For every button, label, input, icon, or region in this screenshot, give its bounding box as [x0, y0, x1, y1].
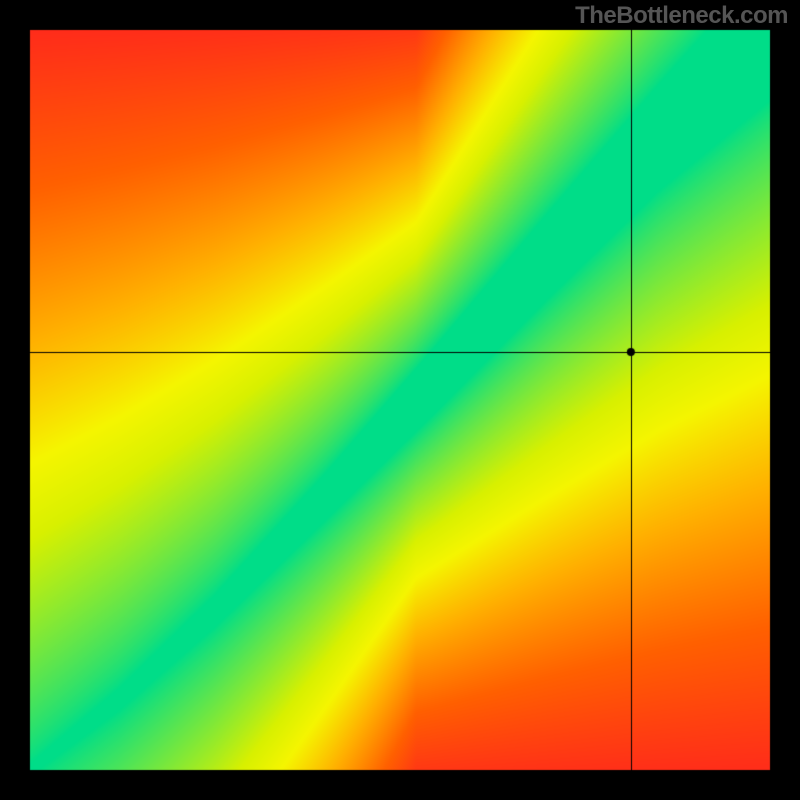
chart-container: TheBottleneck.com: [0, 0, 800, 800]
watermark-text: TheBottleneck.com: [575, 2, 788, 30]
bottleneck-heatmap: [0, 0, 800, 800]
